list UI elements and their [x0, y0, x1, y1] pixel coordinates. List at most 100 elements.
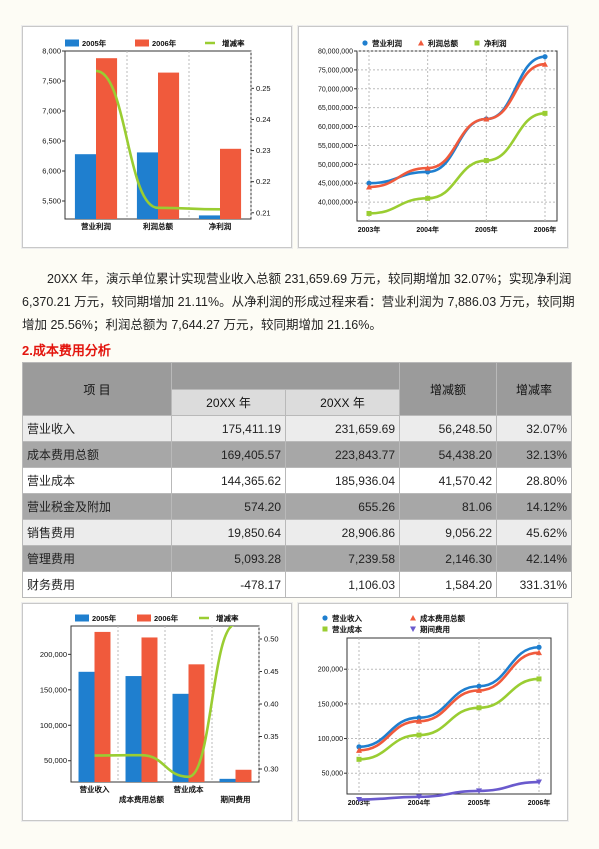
plot-area	[356, 50, 558, 222]
data-point	[416, 715, 422, 721]
legend-label: 增减率	[216, 613, 239, 623]
y-tick-label: 55,000,000	[318, 143, 353, 150]
y-tick-label: 65,000,000	[318, 105, 353, 112]
x-tick-label: 营业成本	[174, 784, 204, 794]
y2-tick-label: 0.23	[256, 146, 271, 155]
bar	[220, 148, 242, 219]
legend-label: 成本费用总额	[420, 613, 465, 623]
y2-tick-label: 0.21	[256, 208, 271, 217]
y-tick-label: 100,000	[318, 736, 343, 743]
series-line	[358, 677, 540, 761]
y-tick-label: 8,000	[42, 47, 61, 56]
rate-line	[94, 626, 235, 779]
bar	[125, 676, 142, 782]
legend-marker	[322, 626, 328, 632]
data-point	[536, 649, 542, 656]
legend-swatch	[75, 614, 89, 622]
series-line	[358, 645, 540, 749]
legend-label: 营业收入	[332, 613, 362, 623]
y-tick-label: 150,000	[40, 685, 67, 694]
row-year1: 19,850.64	[171, 519, 286, 546]
y-tick-label: 6,500	[42, 137, 61, 146]
row-year2: 1,106.03	[285, 571, 400, 598]
y-tick-label: 80,000,000	[318, 49, 353, 56]
row-rate: 14.12%	[496, 493, 572, 520]
row-year1: 169,405.57	[171, 441, 286, 468]
y-tick-label: 45,000,000	[318, 181, 353, 188]
bar	[219, 778, 236, 782]
plot-area	[346, 637, 552, 795]
row-rate: 42.14%	[496, 545, 572, 572]
header-rate: 增减率	[496, 362, 572, 416]
y-tick-label: 200,000	[318, 667, 343, 674]
row-year2: 28,906.86	[285, 519, 400, 546]
x-tick-label: 净利润	[209, 221, 232, 231]
bar	[96, 58, 118, 220]
table-row: 营业收入 175,411.19 231,659.69 56,248.50 32.…	[22, 415, 572, 442]
x-tick-label: 2005年	[468, 798, 491, 807]
row-year1: -478.17	[171, 571, 286, 598]
y-tick-label: 50,000	[44, 756, 67, 765]
row-rate: 28.80%	[496, 467, 572, 494]
row-change: 1,584.20	[399, 571, 497, 598]
row-year1: 144,365.62	[171, 467, 286, 494]
row-item: 财务费用	[22, 571, 172, 598]
bar	[158, 72, 180, 219]
row-item: 销售费用	[22, 519, 172, 546]
legend-swatch	[137, 614, 151, 622]
y-tick-label: 50,000	[322, 771, 344, 778]
cost-analysis-table: 项 目 增减额 增减率 20XX 年 20XX 年 营业收入 175,411.1…	[22, 362, 572, 598]
legend-marker	[322, 615, 328, 621]
row-change: 81.06	[399, 493, 497, 520]
row-year1: 574.20	[171, 493, 286, 520]
legend-label: 2005年	[92, 613, 117, 623]
x-tick-label: 2003年	[358, 225, 381, 234]
chart-panel-profit-line: 营业利润 利润总额 净利润 40,000,000 45,000,000 50,000,00…	[298, 26, 568, 248]
bar	[78, 671, 95, 782]
y2-tick-label: 0.25	[256, 84, 271, 93]
x-tick-label: 期间费用	[221, 794, 251, 804]
data-point	[476, 687, 482, 693]
cost-bar-chart: 2005年 2006年 增减率 50,000 100,000 150,000 200,000…	[40, 613, 279, 804]
data-point	[356, 797, 362, 803]
chart-panel-profit-bar: 2005年 2006年 增减率 5,500 6,000 6,500 7,000 7,500 8,…	[22, 26, 292, 248]
chart-panel-cost-bar: 2005年 2006年 增减率 50,000 100,000 150,000 200,000…	[22, 603, 292, 821]
series-line	[368, 112, 546, 215]
legend-label: 期间费用	[420, 624, 450, 634]
row-change: 41,570.42	[399, 467, 497, 494]
y-tick-label: 75,000,000	[318, 67, 353, 74]
x-tick-label: 营业利润	[81, 221, 111, 231]
data-point	[476, 683, 482, 689]
header-years-group	[171, 362, 400, 390]
section-title: 2.成本费用分析	[22, 343, 111, 358]
y-tick-label: 150,000	[318, 701, 343, 708]
y-tick-label: 5,500	[42, 197, 61, 206]
header-item: 项 目	[22, 362, 172, 416]
row-year2: 185,936.04	[285, 467, 400, 494]
row-change: 54,438.20	[399, 441, 497, 468]
data-point	[366, 210, 372, 216]
data-point	[476, 788, 482, 794]
legend-label: 净利润	[484, 38, 507, 48]
data-point	[483, 158, 489, 164]
chart-panel-cost-line: 营业收入 成本费用总额 营业成本 期间费用 50,000 100,000 150,000 20…	[298, 603, 568, 821]
data-point	[356, 744, 362, 750]
y-tick-label: 70,000,000	[318, 86, 353, 93]
legend-swatch	[65, 39, 79, 47]
header-year1: 20XX 年	[171, 388, 286, 416]
legend-marker	[410, 615, 416, 621]
row-item: 营业收入	[22, 415, 172, 442]
data-point	[536, 676, 542, 682]
bar	[188, 664, 205, 782]
row-item: 管理费用	[22, 545, 172, 572]
y2-tick-label: 0.24	[256, 115, 271, 124]
bar	[94, 631, 111, 782]
x-tick-label: 2004年	[416, 225, 439, 234]
profit-bar-chart: 2005年 2006年 增减率 5,500 6,000 6,500 7,000 7,500 8,…	[42, 38, 271, 231]
x-tick-label: 成本费用总额	[119, 794, 164, 804]
data-point	[476, 705, 482, 711]
legend-label: 2006年	[152, 38, 177, 48]
bar	[141, 637, 158, 782]
row-change: 56,248.50	[399, 415, 497, 442]
series-line	[368, 62, 546, 189]
